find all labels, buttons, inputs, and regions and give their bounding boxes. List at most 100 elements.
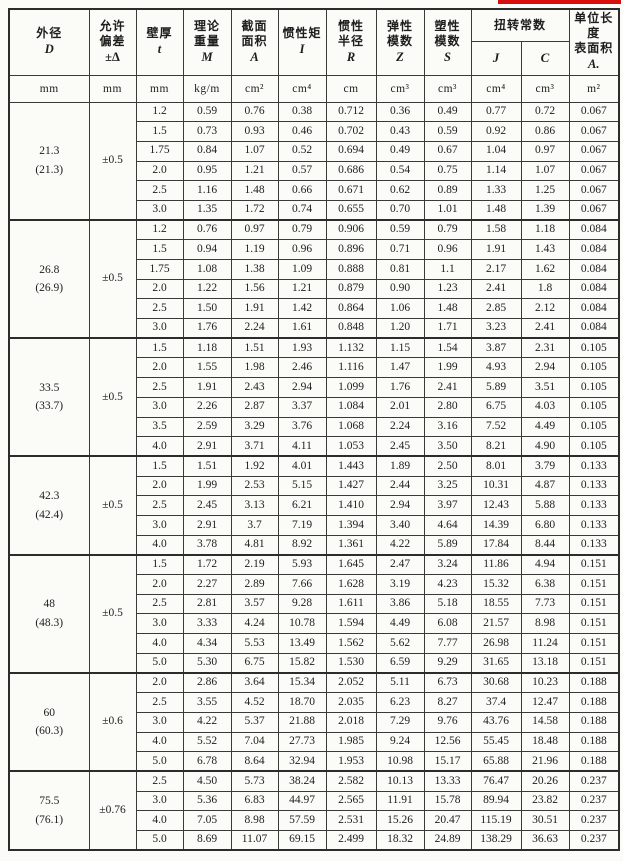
value-cell: 0.95 xyxy=(182,160,232,182)
value-cell: 55.45 xyxy=(470,731,522,753)
value-cell: 4.0 xyxy=(135,633,184,654)
value-cell: 1.410 xyxy=(325,495,377,516)
table-row: 3.0 2.91 3.7 7.19 1.394 3.40 4.64 14.39 6.80 0.13… xyxy=(9,514,620,536)
value-cell: 3.29 xyxy=(230,416,279,438)
value-cell: 0.712 xyxy=(325,101,377,123)
value-cell: 1.21 xyxy=(277,278,327,300)
value-cell: 2.12 xyxy=(520,298,570,320)
value-cell: 5.37 xyxy=(230,711,279,733)
value-cell: 0.067 xyxy=(568,160,620,182)
value-cell: 0.67 xyxy=(423,140,472,162)
value-cell: 0.151 xyxy=(568,593,620,615)
value-cell: 3.7 xyxy=(230,514,279,536)
table-row: 2.0 2.27 2.89 7.66 1.628 3.19 4.23 15.32 6.38 0.1… xyxy=(9,574,620,595)
value-cell: 5.62 xyxy=(375,633,425,654)
value-cell: 13.49 xyxy=(277,633,327,654)
value-cell: 4.49 xyxy=(520,416,570,438)
value-cell: 0.151 xyxy=(568,574,620,595)
value-cell: 0.92 xyxy=(470,121,522,142)
value-cell: 1.594 xyxy=(325,613,377,635)
table-row: 60 (60.3) ±0.6 2.0 2.86 3.64 15.34 2.052 5.11 6.… xyxy=(8,671,620,772)
value-cell: 2.0 xyxy=(135,278,184,300)
value-cell: 2.94 xyxy=(277,377,327,398)
value-cell: 1.75 xyxy=(135,140,184,162)
table-row: 2.0 1.22 1.56 1.21 0.879 0.90 1.23 2.41 1.8 0.084 xyxy=(9,278,620,300)
value-cell: 1.39 xyxy=(520,199,570,221)
value-cell: 9.24 xyxy=(375,731,425,753)
value-cell: 3.57 xyxy=(230,593,279,615)
value-cell: 6.08 xyxy=(423,613,472,635)
value-cell: 5.89 xyxy=(423,534,472,556)
value-cell: 2.41 xyxy=(520,318,570,339)
value-cell: 1.72 xyxy=(230,199,279,221)
header-label: 弹性 模数 xyxy=(386,18,413,48)
value-cell: 2.018 xyxy=(325,711,377,733)
table-row: 5.0 5.30 6.75 15.82 1.530 6.59 9.29 31.65 13.18 0… xyxy=(9,652,620,674)
value-cell: 1.394 xyxy=(325,514,377,536)
value-cell: 4.0 xyxy=(135,436,184,457)
value-cell: 3.0 xyxy=(135,396,184,418)
value-cell: 3.37 xyxy=(277,396,327,418)
value-cell: 4.94 xyxy=(520,553,570,575)
value-cell: 1.099 xyxy=(325,377,377,398)
unit-cell: cm³ xyxy=(520,74,570,103)
outer-diameter-cell: 42.3 (42.4) xyxy=(8,455,90,556)
value-cell: 0.105 xyxy=(568,416,620,438)
value-cell: 1.99 xyxy=(423,357,472,379)
value-cell: 9.76 xyxy=(423,711,472,733)
value-cell: 5.0 xyxy=(135,829,184,851)
value-cell: 32.94 xyxy=(277,751,327,772)
value-cell: 1.16 xyxy=(182,180,232,201)
table-row: 4.0 3.78 4.81 8.92 1.361 4.22 5.89 17.84 8.44 0.1… xyxy=(9,534,620,556)
value-cell: 20.26 xyxy=(520,770,570,792)
header-label: 外径 xyxy=(36,26,63,41)
value-cell: 1.76 xyxy=(182,318,232,339)
value-cell: 1.71 xyxy=(423,318,472,339)
col-header-moment-of-inertia: 惯性矩 I xyxy=(277,8,327,76)
value-cell: 0.084 xyxy=(568,219,620,241)
value-cell: 0.896 xyxy=(325,239,377,260)
value-cell: 7.19 xyxy=(277,514,327,536)
value-cell: 0.43 xyxy=(375,121,425,142)
value-cell: 3.25 xyxy=(423,475,472,497)
value-cell: 2.89 xyxy=(230,574,279,595)
value-cell: 4.22 xyxy=(375,534,425,556)
value-cell: 0.71 xyxy=(375,239,425,260)
value-cell: 2.91 xyxy=(182,436,232,457)
value-cell: 0.237 xyxy=(568,790,620,812)
header-label: 理论 重量 xyxy=(193,18,220,48)
value-cell: 1.628 xyxy=(325,574,377,595)
value-cell: 6.80 xyxy=(520,514,570,536)
value-cell: 0.36 xyxy=(375,101,425,123)
value-cell: 6.38 xyxy=(520,574,570,595)
value-cell: 18.70 xyxy=(277,692,327,713)
value-cell: 15.26 xyxy=(375,810,425,831)
value-cell: 8.21 xyxy=(470,436,522,457)
value-cell: 0.76 xyxy=(182,219,232,241)
value-cell: 3.33 xyxy=(182,613,232,635)
table-row: 1.5 0.73 0.93 0.46 0.702 0.43 0.59 0.92 0.86 0.06… xyxy=(9,121,620,142)
value-cell: 1.55 xyxy=(182,357,232,379)
value-cell: 1.51 xyxy=(182,455,232,477)
value-cell: 14.58 xyxy=(520,711,570,733)
value-cell: 0.70 xyxy=(375,199,425,221)
table-row: 2.0 1.99 2.53 5.15 1.427 2.44 3.25 10.31 4.87 0.1… xyxy=(9,475,620,497)
value-cell: 3.23 xyxy=(470,318,522,339)
value-cell: 1.33 xyxy=(470,180,522,201)
value-cell: 6.83 xyxy=(230,790,279,812)
unit-cell: m² xyxy=(568,74,620,103)
value-cell: 4.22 xyxy=(182,711,232,733)
value-cell: 2.035 xyxy=(325,692,377,713)
col-header-outer-diameter: 外径 D xyxy=(8,8,90,76)
value-cell: 2.5 xyxy=(135,593,184,615)
value-cell: 0.105 xyxy=(568,357,620,379)
table-row: 2.5 3.55 4.52 18.70 2.035 6.23 8.27 37.4 12.47 0.… xyxy=(9,692,620,713)
value-cell: 2.81 xyxy=(182,593,232,615)
value-cell: 0.52 xyxy=(277,140,327,162)
value-cell: 0.76 xyxy=(230,101,279,123)
value-cell: 10.23 xyxy=(520,671,570,694)
value-cell: 36.63 xyxy=(520,829,570,851)
value-cell: 1.18 xyxy=(520,219,570,241)
value-cell: 2.5 xyxy=(135,377,184,398)
value-cell: 2.499 xyxy=(325,829,377,851)
